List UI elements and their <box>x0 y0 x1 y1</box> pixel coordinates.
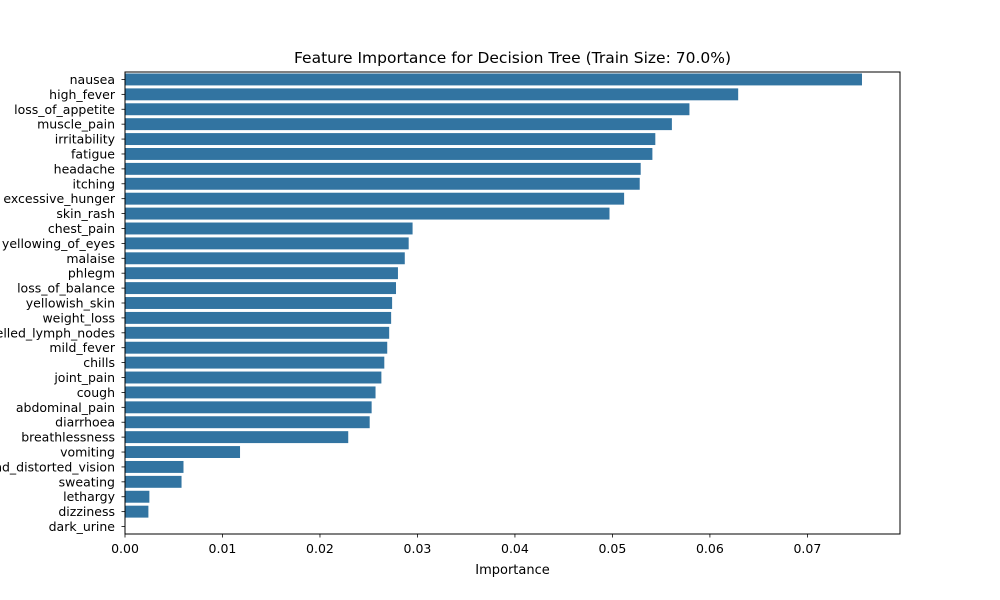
bar-swelled-lymph-nodes <box>125 326 390 339</box>
y-tick-label: malaise <box>66 251 115 266</box>
y-tick-label: joint_pain <box>53 370 115 385</box>
y-tick-label: loss_of_appetite <box>14 102 115 117</box>
bar-mild-fever <box>125 341 388 354</box>
y-tick-label: mild_fever <box>49 340 115 355</box>
x-tick-label: 0.05 <box>598 541 626 556</box>
y-tick-label: phlegm <box>68 266 115 281</box>
bar-yellowing-of-eyes <box>125 237 409 250</box>
bar-loss-of-balance <box>125 282 397 295</box>
y-axis-ticks: nauseahigh_feverloss_of_appetitemuscle_p… <box>0 72 125 534</box>
y-tick-label: blurred_and_distorted_vision <box>0 459 115 474</box>
x-axis-label: Importance <box>475 563 550 578</box>
y-tick-label: muscle_pain <box>37 117 115 132</box>
x-tick-label: 0.02 <box>306 541 334 556</box>
y-tick-label: irritability <box>55 132 116 147</box>
x-tick-label: 0.00 <box>111 541 139 556</box>
bar-lethargy <box>125 490 150 503</box>
x-tick-label: 0.04 <box>501 541 529 556</box>
bar-dizziness <box>125 505 149 518</box>
y-tick-label: nausea <box>70 72 115 87</box>
bar-phlegm <box>125 267 398 280</box>
y-tick-label: swelled_lymph_nodes <box>0 325 115 340</box>
bar-cough <box>125 386 376 399</box>
bar-malaise <box>125 252 405 265</box>
y-tick-label: weight_loss <box>42 310 115 325</box>
bars-layer <box>125 73 862 518</box>
bar-joint-pain <box>125 371 382 384</box>
y-tick-label: fatigue <box>71 146 115 161</box>
y-tick-label: lethargy <box>63 489 116 504</box>
x-tick-label: 0.06 <box>696 541 724 556</box>
y-tick-label: vomiting <box>60 445 115 460</box>
bar-diarrhoea <box>125 416 370 429</box>
y-tick-label: excessive_hunger <box>3 191 115 206</box>
y-tick-label: yellowish_skin <box>26 296 115 311</box>
y-tick-label: itching <box>73 176 116 191</box>
bar-yellowish-skin <box>125 297 393 309</box>
y-tick-label: chills <box>83 355 115 370</box>
x-tick-label: 0.07 <box>793 541 821 556</box>
x-tick-label: 0.01 <box>209 541 237 556</box>
y-tick-label: chest_pain <box>48 221 115 236</box>
y-tick-label: sweating <box>59 474 115 489</box>
bar-breathlessness <box>125 431 349 444</box>
bar-irritability <box>125 133 656 146</box>
bar-sweating <box>125 475 182 488</box>
plot-area-frame <box>124 71 901 535</box>
y-tick-label: yellowing_of_eyes <box>2 236 115 251</box>
y-tick-label: skin_rash <box>56 206 115 221</box>
bar-itching <box>125 177 640 190</box>
chart-title: Feature Importance for Decision Tree (Tr… <box>294 49 731 67</box>
y-tick-label: headache <box>54 161 116 176</box>
bar-nausea <box>125 73 862 86</box>
bar-excessive-hunger <box>125 192 625 205</box>
bar-loss-of-appetite <box>125 103 690 116</box>
bar-fatigue <box>125 148 653 160</box>
y-tick-label: loss_of_balance <box>17 281 115 296</box>
y-tick-label: cough <box>77 385 115 400</box>
y-tick-label: high_fever <box>49 87 116 102</box>
y-tick-label: breathlessness <box>21 430 115 445</box>
bar-muscle-pain <box>125 118 672 131</box>
bar-headache <box>125 162 641 175</box>
y-tick-label: diarrhoea <box>55 415 115 430</box>
y-tick-label: dark_urine <box>49 519 116 534</box>
y-tick-label: abdominal_pain <box>16 400 115 415</box>
bar-high-fever <box>125 88 739 101</box>
x-tick-label: 0.03 <box>404 541 432 556</box>
y-tick-label: dizziness <box>58 504 115 519</box>
bar-chest-pain <box>125 222 413 235</box>
bar-abdominal-pain <box>125 401 372 414</box>
bar-chills <box>125 356 385 369</box>
bar-blurred-and-distorted-vision <box>125 460 184 473</box>
bar-skin-rash <box>125 207 610 220</box>
bar-weight-loss <box>125 311 392 324</box>
bar-vomiting <box>125 446 241 458</box>
x-axis-ticks: 0.00 0.01 0.02 0.03 0.04 0.05 0.06 0.07 <box>111 534 821 556</box>
